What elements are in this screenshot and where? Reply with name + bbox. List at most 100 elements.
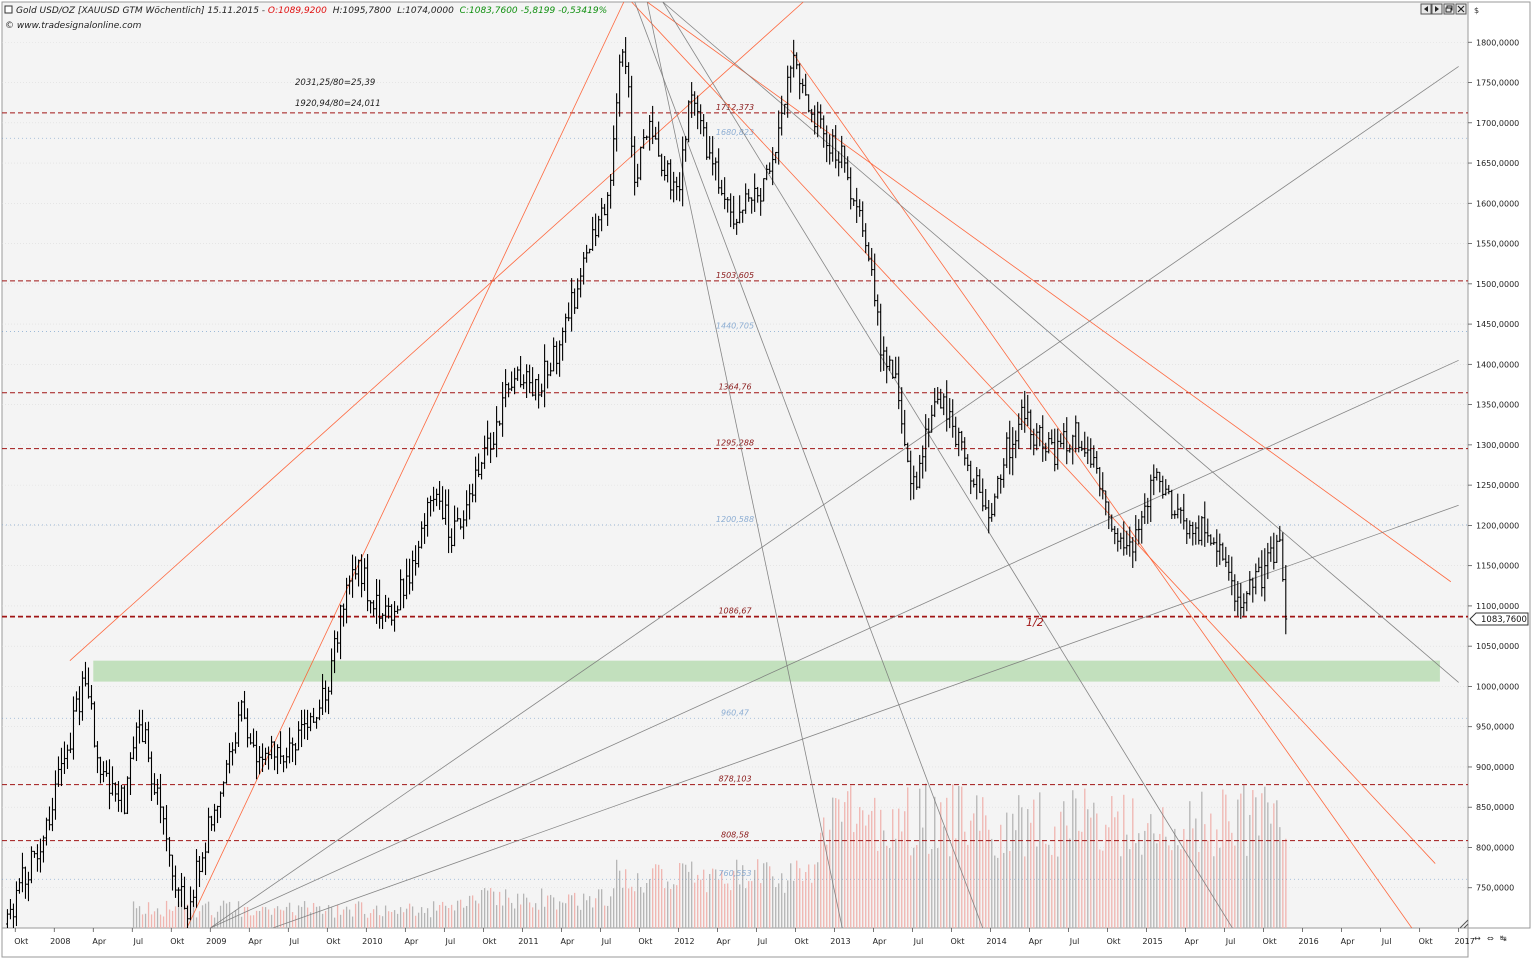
volume-bar	[333, 917, 336, 928]
volume-bar	[865, 825, 867, 928]
trendline	[69, 2, 804, 661]
restore-icon[interactable]	[1443, 3, 1455, 15]
volume-bar	[162, 916, 165, 928]
scroll-left-button[interactable]	[1420, 3, 1432, 15]
level-label: 1295,288	[716, 439, 754, 448]
trendline	[790, 50, 1413, 928]
volume-bar	[150, 914, 153, 928]
x-tick-label: 2010	[362, 937, 382, 946]
zoom-in-icon[interactable]: ⇔	[1487, 934, 1494, 943]
volume-bar	[1180, 849, 1182, 928]
volume-bar	[760, 883, 762, 928]
zoom-fit-icon[interactable]: ↹	[1500, 934, 1507, 943]
volume-bar	[742, 865, 744, 928]
volume-bar	[285, 906, 288, 928]
level-label: 1440,705	[716, 322, 754, 331]
volume-bar	[267, 909, 270, 928]
volume-bar	[934, 796, 936, 928]
volume-bar	[649, 879, 651, 928]
volume-bar	[787, 880, 789, 928]
x-tick-label: Okt	[326, 937, 340, 946]
volume-bar	[1183, 828, 1185, 928]
volume-bar	[468, 895, 471, 928]
volume-bar	[282, 910, 285, 928]
volume-bar	[1243, 784, 1245, 928]
x-tick-label: Okt	[170, 937, 184, 946]
last-price-text: 1083,7600	[1481, 615, 1527, 625]
volume-bar	[342, 909, 345, 928]
candlesticks	[6, 37, 1288, 928]
x-tick-label: Okt	[794, 937, 808, 946]
volume-bar	[715, 869, 717, 928]
volume-bar	[339, 914, 342, 928]
volume-bar	[315, 906, 318, 928]
volume-bar	[195, 917, 198, 928]
volume-bar	[369, 913, 372, 928]
volume-bar	[141, 914, 144, 928]
volume-bar	[937, 848, 939, 928]
time-axis-panel	[1, 927, 1469, 958]
y-tick-label: 1150,0000	[1476, 562, 1519, 571]
volume-bar	[565, 903, 567, 928]
volume-bar	[432, 901, 435, 928]
volume-bar	[733, 870, 735, 928]
x-tick-label: Okt	[1419, 937, 1433, 946]
volume-bar	[153, 911, 156, 928]
close-icon[interactable]	[1455, 3, 1467, 15]
scroll-right-button[interactable]	[1431, 3, 1443, 15]
volume-bar	[1123, 794, 1125, 928]
volume-bar	[901, 831, 903, 928]
trendline	[662, 2, 1459, 683]
axis-unit-symbol: $	[1474, 6, 1479, 15]
volume-bar	[730, 890, 732, 928]
zoom-out-icon[interactable]: ↔	[1474, 934, 1481, 943]
volume-bar	[156, 908, 159, 928]
volume-bar	[234, 909, 237, 928]
trendline	[272, 504, 1459, 928]
trendline	[646, 2, 843, 928]
volume-bar	[255, 910, 258, 928]
level-label: 878,103	[718, 775, 751, 784]
volume-bar	[354, 903, 357, 928]
volume-bar	[661, 869, 663, 928]
volume-bar	[859, 807, 861, 928]
x-tick-label: 2017	[1454, 937, 1474, 946]
volume-bar	[258, 910, 261, 928]
y-tick-label: 900,0000	[1476, 763, 1514, 772]
volume-bar	[420, 907, 423, 928]
window-controls: $ ↔ ⇔ ↹	[1420, 3, 1507, 943]
volume-bar	[1171, 850, 1173, 928]
volume-bar	[1156, 843, 1158, 928]
volume-bar	[1174, 828, 1176, 928]
volume-bar	[210, 915, 213, 928]
y-tick-label: 1300,0000	[1476, 441, 1519, 450]
volume-bar	[655, 864, 657, 928]
volume-bar	[1099, 849, 1101, 928]
price-axis-panel	[1467, 1, 1531, 929]
volume-bar	[504, 889, 507, 928]
volume-bar	[658, 864, 660, 928]
volume-bar	[321, 913, 324, 928]
x-tick-label: Apr	[1185, 937, 1200, 946]
volume-bar	[946, 797, 948, 928]
volume-bar	[703, 869, 705, 928]
volume-bar	[622, 887, 624, 928]
y-tick-label: 1400,0000	[1476, 360, 1519, 369]
volume-bar	[556, 909, 558, 928]
y-tick-label: 800,0000	[1476, 843, 1514, 852]
volume-bar	[898, 808, 900, 928]
y-tick-label: 1750,0000	[1476, 79, 1519, 88]
y-tick-label: 1650,0000	[1476, 159, 1519, 168]
window-menu-icon[interactable]	[4, 5, 13, 14]
volume-bar	[384, 905, 387, 928]
x-tick-label: Apr	[717, 937, 732, 946]
volume-bar	[1114, 817, 1116, 928]
volume-bar	[1084, 788, 1086, 928]
volume-bar	[348, 909, 351, 928]
volume-bar	[423, 912, 426, 928]
volume-bar	[291, 912, 294, 928]
volume-bar	[1207, 840, 1209, 928]
x-tick-label: Okt	[1107, 937, 1121, 946]
volume-bar	[793, 880, 795, 928]
resize-grip-icon[interactable]	[1459, 919, 1469, 929]
